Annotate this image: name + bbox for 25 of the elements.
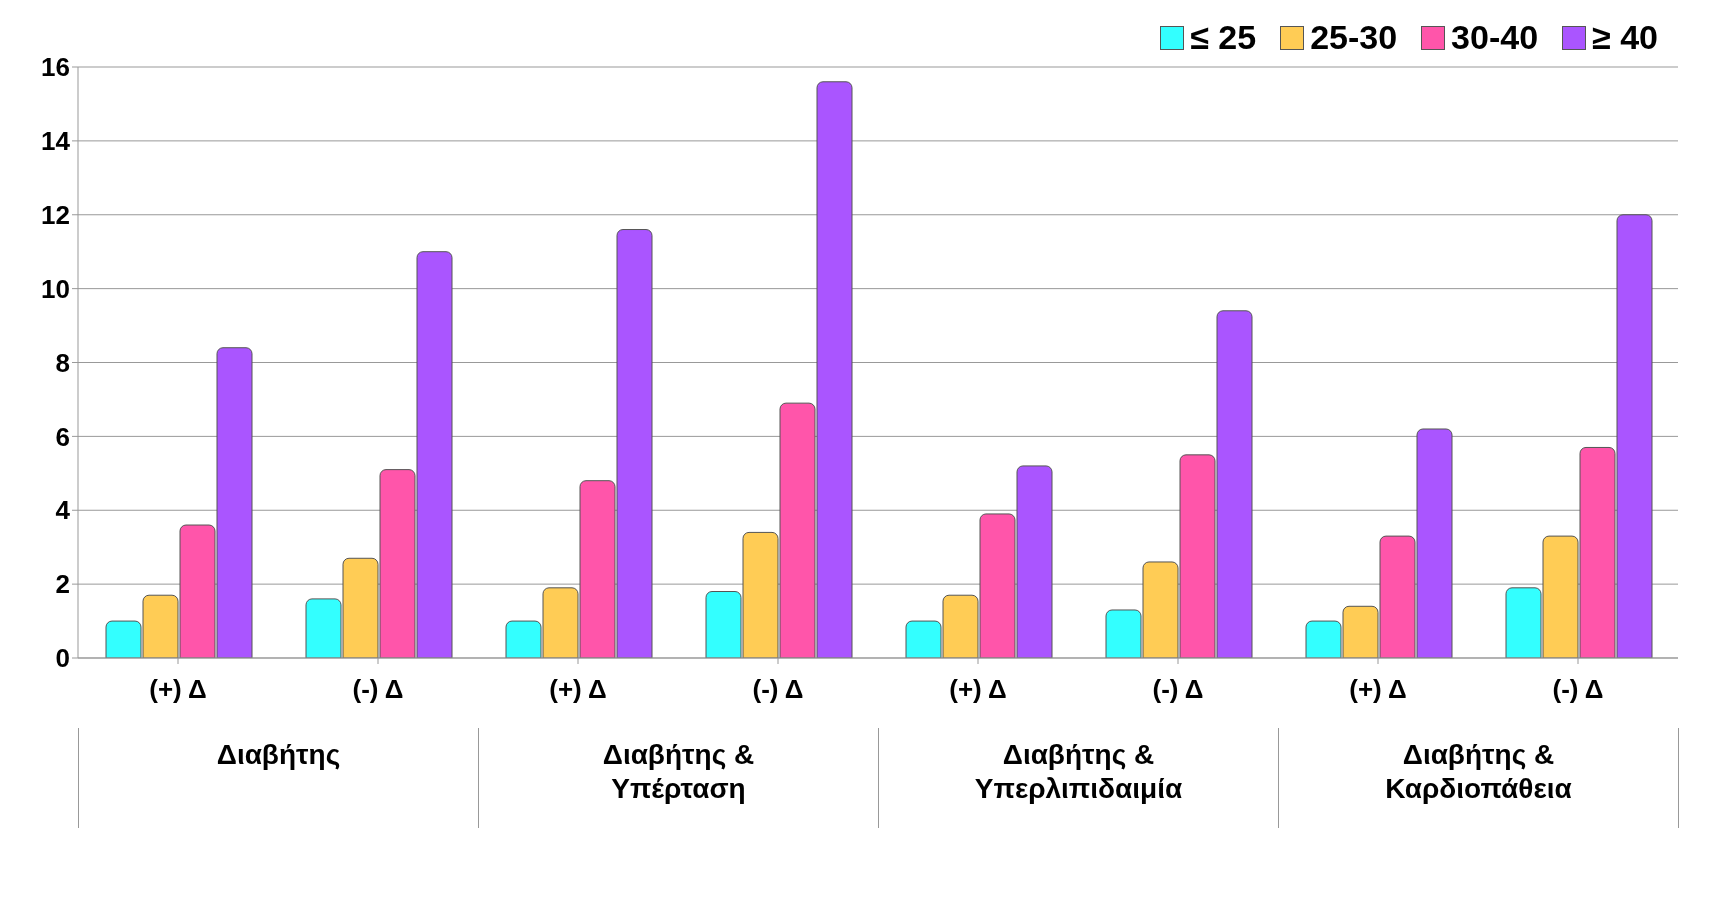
x-tick-label: (-) Δ [1552,674,1604,705]
y-tick-label: 14 [41,126,71,157]
text: Διαβήτης & Υπέρταση [479,728,879,828]
y-tick-label: 6 [55,421,70,452]
text: Διαβήτης & Καρδιοπάθεια [1279,728,1679,828]
text: Διαβήτης [79,728,479,828]
y-tick-label: 10 [41,273,70,304]
y-tick-label: 12 [41,199,70,230]
x-tick-label: (+) Δ [1349,674,1407,705]
y-tick-label: 2 [55,569,70,600]
y-tick-label: 16 [41,52,70,83]
y-tick-label: 8 [55,347,70,378]
x-tick-label: (+) Δ [549,674,607,705]
x-tick-label: (+) Δ [149,674,207,705]
x-tick-label: (-) Δ [752,674,804,705]
y-tick-label: 4 [55,495,71,526]
legend-label: ≥ 40 [1591,18,1658,57]
legend-label: 30-40 [1450,18,1539,57]
x-tick-label: (-) Δ [1152,674,1204,705]
y-tick-label: 0 [55,643,70,674]
text: Διαβήτης & Υπερλιπιδαιμία [879,728,1279,828]
x-tick-label: (-) Δ [352,674,404,705]
legend-label: ≤ 25 [1189,18,1257,57]
x-tick-label: (+) Δ [949,674,1007,705]
legend-label: 25-30 [1309,18,1398,57]
